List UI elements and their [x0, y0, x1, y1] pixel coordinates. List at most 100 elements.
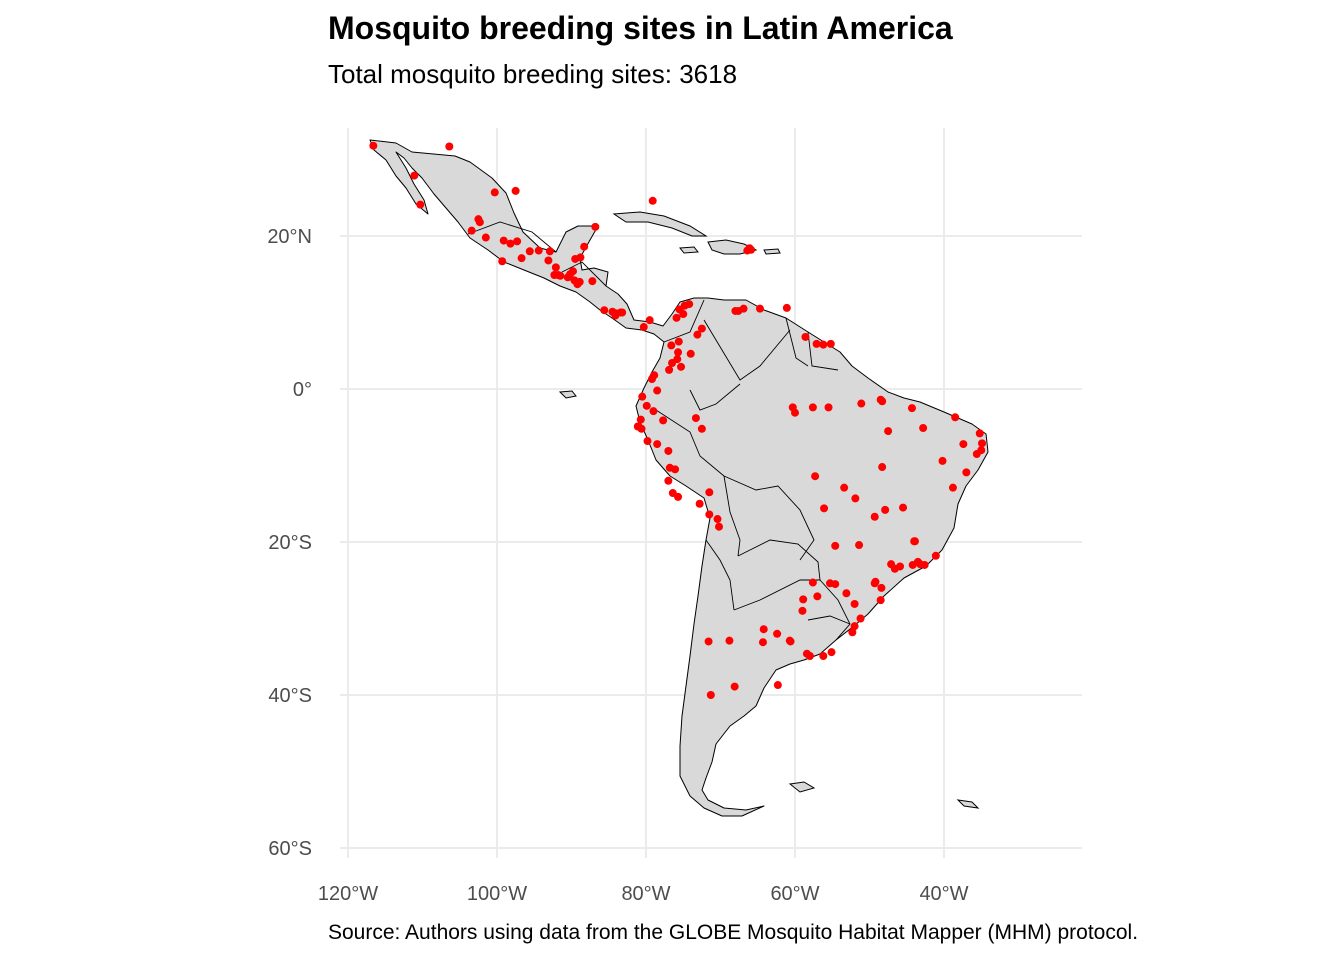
breeding-site-point	[551, 263, 560, 272]
map-subtitle: Total mosquito breeding sites: 3618	[328, 59, 738, 89]
breeding-site-point	[511, 186, 520, 195]
breeding-site-point	[731, 306, 740, 315]
breeding-site-point	[691, 414, 700, 423]
breeding-site-point	[972, 450, 981, 459]
breeding-site-point	[975, 429, 984, 438]
breeding-site-point	[877, 583, 886, 592]
breeding-site-point	[637, 424, 646, 433]
breeding-site-point	[611, 311, 620, 320]
y-tick-label: 20°S	[268, 532, 312, 554]
breeding-site-point	[878, 397, 887, 406]
breeding-site-point	[813, 592, 822, 601]
breeding-site-point	[848, 628, 857, 637]
breeding-site-point	[840, 483, 849, 492]
y-tick-label: 0°	[293, 379, 312, 401]
breeding-site-point	[705, 510, 714, 519]
breeding-site-point	[481, 233, 490, 242]
breeding-site-point	[798, 606, 807, 615]
breeding-site-point	[730, 682, 739, 691]
breeding-site-point	[677, 362, 686, 371]
breeding-site-point	[645, 316, 654, 325]
breeding-site-point	[665, 365, 674, 374]
breeding-site-point	[743, 246, 752, 255]
breeding-site-point	[819, 340, 828, 349]
breeding-site-point	[467, 226, 476, 235]
puerto-rico-island	[763, 248, 781, 255]
breeding-site-point	[566, 270, 575, 279]
breeding-site-point	[545, 247, 554, 256]
breeding-site-point	[896, 562, 905, 571]
breeding-site-point	[808, 403, 817, 412]
breeding-site-point	[659, 416, 668, 425]
map-title: Mosquito breeding sites in Latin America	[328, 10, 953, 46]
breeding-site-point	[674, 492, 683, 501]
breeding-site-point	[910, 537, 919, 546]
breeding-site-point	[773, 681, 782, 690]
x-tick-label: 120°W	[318, 883, 378, 905]
breeding-site-point	[410, 171, 419, 180]
y-tick-label: 40°S	[268, 685, 312, 707]
breeding-site-point	[653, 440, 662, 449]
cuba-island	[612, 211, 708, 237]
breeding-site-point	[544, 256, 553, 265]
breeding-site-point	[887, 560, 896, 569]
breeding-site-point	[773, 629, 782, 638]
breeding-site-point	[920, 560, 929, 569]
breeding-site-point	[827, 648, 836, 657]
breeding-site-point	[785, 636, 794, 645]
breeding-site-point	[653, 386, 662, 395]
breeding-site-point	[686, 349, 695, 358]
breeding-site-point	[948, 483, 957, 492]
breeding-site-point	[831, 541, 840, 550]
breeding-site-point	[513, 237, 522, 246]
breeding-site-point	[938, 456, 947, 465]
breeding-site-point	[801, 332, 810, 341]
breeding-site-point	[697, 424, 706, 433]
breeding-site-point	[876, 596, 885, 605]
breeding-site-point	[878, 463, 887, 472]
breeding-site-point	[805, 651, 814, 660]
breeding-site-point	[799, 595, 808, 604]
breeding-site-point	[580, 242, 589, 251]
breeding-site-point	[850, 599, 859, 608]
breeding-site-point	[591, 222, 600, 231]
falkland-islands	[788, 781, 816, 793]
breeding-site-point	[697, 324, 706, 333]
breeding-site-point	[667, 341, 676, 350]
breeding-site-point	[899, 503, 908, 512]
breeding-site-point	[931, 551, 940, 560]
breeding-site-point	[550, 271, 559, 280]
source-caption: Source: Authors using data from the GLOB…	[328, 921, 1139, 944]
breeding-site-point	[588, 277, 597, 286]
breeding-site-point	[759, 625, 768, 634]
breeding-site-point	[820, 504, 829, 513]
breeding-site-point	[715, 522, 724, 531]
breeding-site-point	[416, 200, 425, 209]
breeding-site-point	[857, 399, 866, 408]
breeding-site-point	[725, 636, 734, 645]
breeding-site-point	[870, 512, 879, 521]
galapagos-islands	[558, 390, 577, 399]
south-georgia-island	[956, 799, 980, 809]
breeding-site-point	[856, 614, 865, 623]
breeding-site-point	[881, 505, 890, 514]
breeding-site-point	[713, 515, 722, 524]
breeding-site-point	[704, 637, 713, 646]
breeding-site-point	[600, 306, 609, 315]
breeding-site-point	[664, 446, 673, 455]
breeding-site-point	[649, 407, 658, 416]
breeding-site-point	[525, 247, 534, 256]
breeding-site-point	[648, 196, 657, 205]
breeding-site-point	[962, 468, 971, 477]
breeding-site-point	[636, 415, 645, 424]
breeding-site-point	[706, 691, 715, 699]
breeding-site-point	[517, 254, 526, 263]
breeding-site-point	[908, 560, 917, 569]
breeding-site-point	[871, 577, 880, 586]
breeding-site-point	[855, 541, 864, 550]
breeding-site-point	[819, 651, 828, 660]
breeding-site-point	[498, 257, 507, 266]
x-tick-label: 80°W	[621, 883, 670, 905]
breeding-site-point	[919, 424, 928, 433]
axes: 120°W 100°W 80°W 60°W 40°W 20°N 0° 20°S 40°S 60°S	[267, 226, 968, 905]
